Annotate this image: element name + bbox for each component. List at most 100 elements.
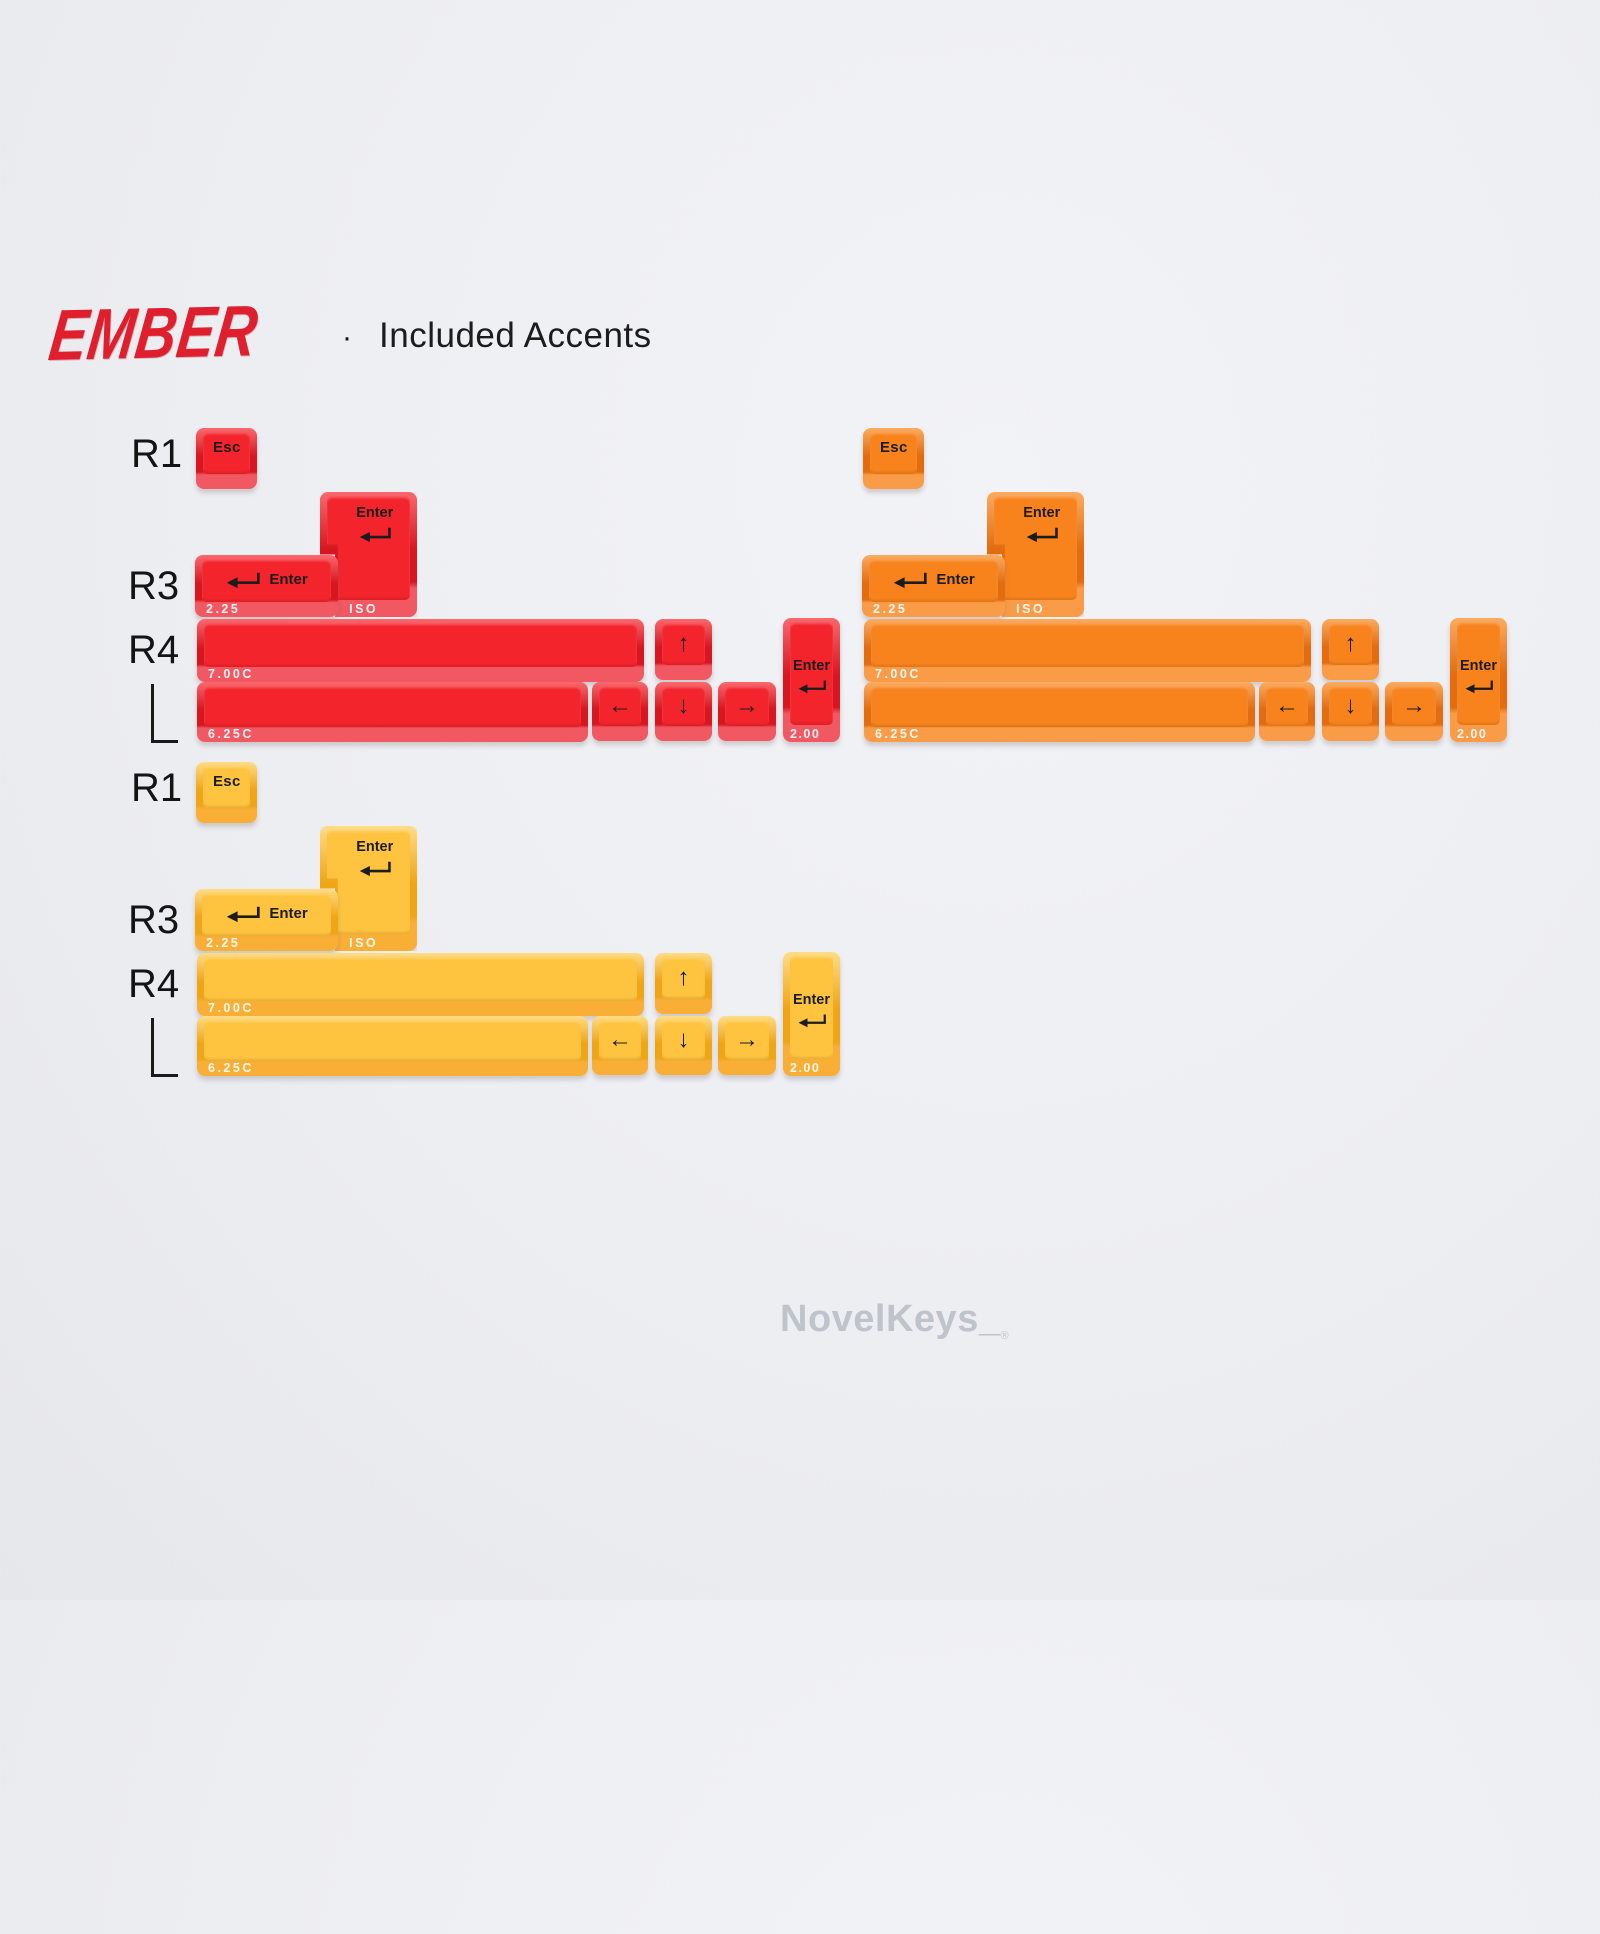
left-arrow-legend: ← bbox=[1275, 691, 1299, 719]
key-arrow-down: ↓ bbox=[655, 1016, 712, 1075]
enter-text: Enter bbox=[936, 571, 975, 588]
key-arrow-down: ↓ bbox=[655, 682, 712, 741]
keycap-top-face bbox=[202, 559, 331, 602]
front-size-label: 2.00 bbox=[790, 727, 821, 741]
front-size-label: ISO bbox=[349, 602, 379, 616]
row-label-r1: R1 bbox=[131, 432, 183, 476]
brand-watermark-text: NovelKeys_ bbox=[780, 1298, 1001, 1340]
keycap-top-face bbox=[869, 559, 998, 602]
front-size-label: 7.00C bbox=[875, 667, 921, 681]
keycap-top-face bbox=[204, 957, 637, 1001]
keycap-top-face bbox=[1266, 686, 1308, 726]
right-arrow-legend: → bbox=[735, 691, 759, 719]
enter-text: Enter bbox=[269, 905, 308, 922]
row-label-r3: R3 bbox=[128, 564, 180, 608]
return-arrow-icon bbox=[359, 527, 391, 542]
front-size-label: 6.25C bbox=[875, 727, 921, 741]
return-arrow-icon bbox=[227, 906, 260, 922]
front-size-label: 2.00 bbox=[790, 1061, 821, 1075]
row-label-r4: R4 bbox=[128, 962, 180, 1006]
key-arrow-right: → bbox=[718, 1016, 776, 1075]
row-label-r4: R4 bbox=[128, 628, 180, 672]
key-arrow-down: ↓ bbox=[1322, 682, 1379, 741]
keycap-set-red: Esc Enter ISO Enter 2.25 7.00C ↑ bbox=[195, 428, 840, 742]
enter-legend: Enter bbox=[1453, 658, 1504, 695]
keycap-top-face bbox=[1392, 686, 1436, 726]
return-arrow-icon bbox=[227, 572, 260, 588]
enter-text: Enter bbox=[1459, 658, 1498, 674]
keycap-top-face bbox=[204, 623, 637, 667]
key-enter-2u-vertical: Enter 2.00 bbox=[783, 952, 840, 1076]
keycap-top-face bbox=[1329, 623, 1372, 665]
keycap-top-face bbox=[599, 1020, 641, 1060]
enter-text: Enter bbox=[356, 505, 394, 521]
keycap-set-yellow: Esc Enter ISO Enter 2.25 7.00C ↑ bbox=[0, 334, 1600, 1934]
esc-legend: Esc bbox=[213, 439, 241, 456]
key-arrow-left: ← bbox=[1259, 682, 1315, 741]
up-arrow-legend: ↑ bbox=[1344, 629, 1357, 657]
keycap-top-face bbox=[1457, 622, 1500, 725]
enter-legend: Enter bbox=[195, 889, 338, 938]
esc-legend: Esc bbox=[880, 439, 908, 456]
down-arrow-legend: ↓ bbox=[677, 1025, 690, 1053]
key-spacebar-6u25: 6.25C bbox=[197, 1016, 588, 1076]
return-arrow-icon bbox=[894, 572, 927, 588]
keycap-top-face bbox=[725, 1020, 769, 1060]
key-iso-enter: Enter ISO bbox=[987, 492, 1084, 617]
keycap-top-face bbox=[662, 1020, 705, 1060]
key-esc: Esc bbox=[196, 428, 257, 489]
down-arrow-legend: ↓ bbox=[677, 691, 690, 719]
return-arrow-icon bbox=[1465, 680, 1493, 693]
keycap-top-face bbox=[870, 432, 917, 474]
front-size-label: 6.25C bbox=[208, 727, 254, 741]
key-enter-2u-vertical: Enter 2.00 bbox=[1450, 618, 1507, 742]
key-spacebar-7u: 7.00C bbox=[864, 619, 1311, 682]
key-spacebar-7u: 7.00C bbox=[197, 953, 644, 1016]
key-arrow-left: ← bbox=[592, 682, 648, 741]
key-arrow-left: ← bbox=[592, 1016, 648, 1075]
keycap-top-face bbox=[204, 686, 581, 727]
key-iso-enter: Enter ISO bbox=[320, 492, 417, 617]
enter-text: Enter bbox=[269, 571, 308, 588]
key-arrow-up: ↑ bbox=[655, 619, 712, 680]
return-arrow-icon bbox=[359, 861, 391, 876]
keycap-top-face bbox=[204, 1020, 581, 1061]
up-arrow-legend: ↑ bbox=[677, 629, 690, 657]
keycap-top-face bbox=[790, 622, 833, 725]
colorway-name: EMBER bbox=[44, 291, 263, 376]
product-image: EMBER · Included Accents R1 R3 R4 R1 R3 … bbox=[45, 291, 1507, 1342]
enter-text: Enter bbox=[356, 839, 394, 855]
left-arrow-legend: ← bbox=[608, 691, 632, 719]
front-size-label: 2.25 bbox=[873, 602, 908, 616]
keycap-top-face bbox=[725, 686, 769, 726]
title-row: EMBER · Included Accents bbox=[45, 291, 652, 376]
keycap-top-face bbox=[203, 766, 250, 808]
key-spacebar-6u25: 6.25C bbox=[197, 682, 588, 742]
keycap-top-face bbox=[202, 893, 331, 936]
key-arrow-right: → bbox=[718, 682, 776, 741]
front-size-label: 7.00C bbox=[208, 1001, 254, 1015]
front-size-label: 2.00 bbox=[1457, 727, 1488, 741]
key-spacebar-6u25: 6.25C bbox=[864, 682, 1255, 742]
page-subtitle: Included Accents bbox=[379, 316, 652, 355]
enter-legend: Enter bbox=[195, 555, 338, 604]
right-arrow-legend: → bbox=[735, 1025, 759, 1053]
row-label-r1: R1 bbox=[131, 766, 183, 810]
left-arrow-legend: ← bbox=[608, 1025, 632, 1053]
keycap-top-face bbox=[871, 686, 1248, 727]
key-arrow-right: → bbox=[1385, 682, 1443, 741]
return-arrow-icon bbox=[798, 680, 826, 693]
enter-legend: Enter bbox=[786, 992, 837, 1029]
keycap-top-face bbox=[327, 496, 410, 600]
down-arrow-legend: ↓ bbox=[1344, 691, 1357, 719]
key-enter-2u25: Enter 2.25 bbox=[195, 555, 338, 617]
bottom-row-bracket bbox=[151, 684, 178, 743]
return-arrow-icon bbox=[798, 1014, 826, 1027]
key-esc: Esc bbox=[863, 428, 924, 489]
registered-mark: ® bbox=[1000, 1330, 1010, 1342]
keycap-top-face bbox=[599, 686, 641, 726]
right-arrow-legend: → bbox=[1402, 691, 1426, 719]
key-arrow-up: ↑ bbox=[655, 953, 712, 1014]
enter-legend: Enter bbox=[1004, 505, 1079, 544]
bottom-row-bracket bbox=[151, 1018, 178, 1077]
